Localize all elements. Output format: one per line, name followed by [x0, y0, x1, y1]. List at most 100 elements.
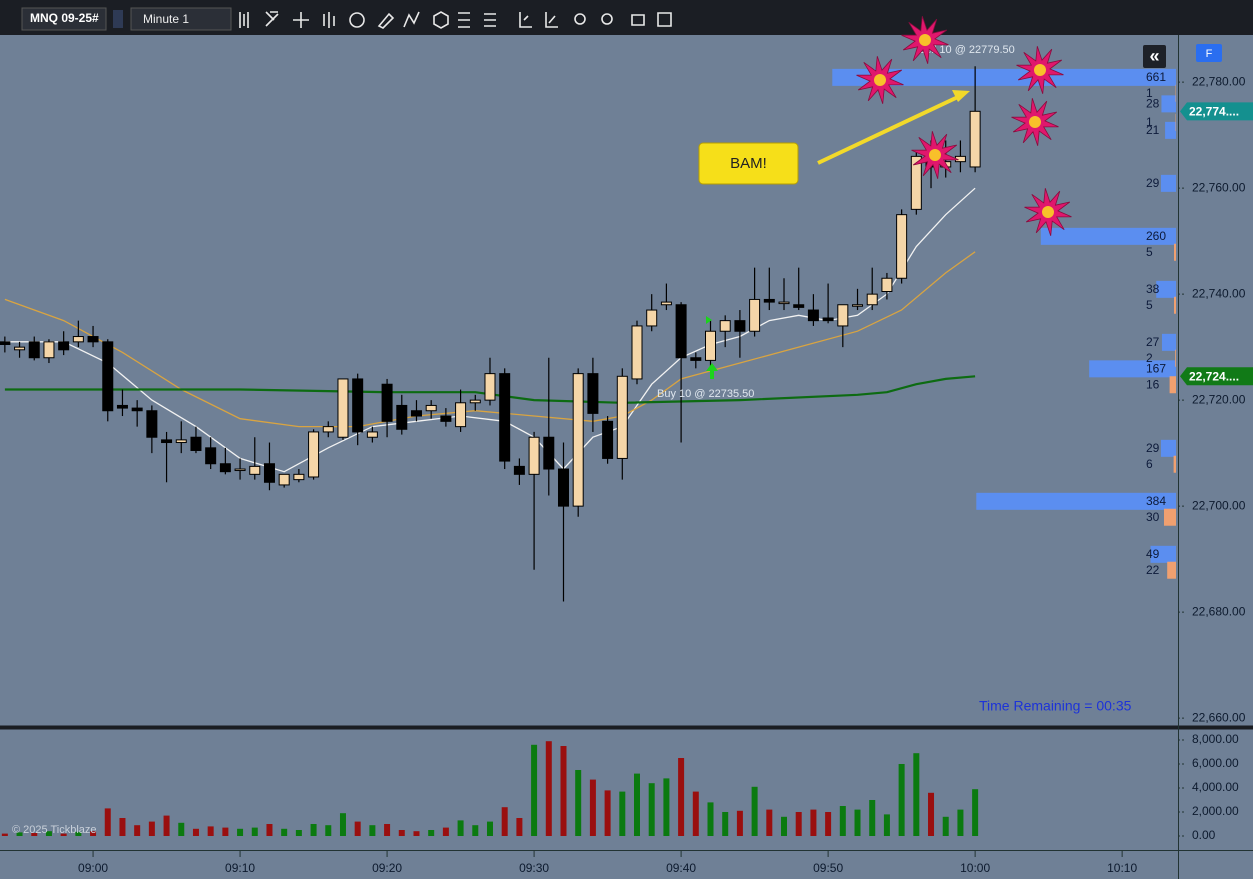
- candle-body: [0, 341, 11, 345]
- candle-body: [469, 399, 481, 404]
- candle-body: [322, 426, 334, 433]
- candle-body: [572, 373, 584, 507]
- y-tick-label: 22,680.00: [1192, 604, 1246, 618]
- depth-size-label: 1: [1146, 115, 1153, 129]
- icon-axis-2[interactable]: [545, 12, 558, 28]
- candle-body: [410, 410, 422, 417]
- icon-zoom-in[interactable]: [574, 13, 586, 25]
- y-tick-label: 22,760.00: [1192, 180, 1246, 194]
- volume-bar: [957, 809, 964, 836]
- volume-bar: [237, 828, 244, 836]
- volume-bar: [134, 825, 141, 836]
- x-tick-label: 09:40: [666, 861, 696, 875]
- feed-button[interactable]: [1196, 44, 1222, 62]
- depth-bar: [1160, 439, 1176, 457]
- volume-bar: [781, 816, 788, 836]
- icon-crosshair[interactable]: [293, 12, 309, 28]
- volume-bar: [442, 827, 449, 836]
- icon-list[interactable]: [458, 12, 470, 28]
- interval-box[interactable]: [130, 7, 232, 31]
- callout-box: [698, 142, 799, 185]
- volume-bar: [619, 791, 626, 836]
- icon-indicators[interactable]: [484, 13, 496, 27]
- volume-bar: [45, 831, 52, 836]
- volume-bar: [354, 821, 361, 836]
- candle-body: [87, 336, 99, 343]
- volume-bar: [295, 829, 302, 836]
- depth-size-label: 16: [1146, 377, 1160, 391]
- icon-bars[interactable]: [239, 12, 249, 28]
- icon-draw[interactable]: [265, 11, 279, 27]
- candle-body: [381, 383, 393, 422]
- icon-line[interactable]: [403, 11, 420, 28]
- collapse-button[interactable]: [1143, 45, 1166, 68]
- volume-bar: [75, 831, 82, 836]
- volume-bar: [207, 826, 214, 836]
- volume-bar: [766, 809, 773, 836]
- candle-body: [675, 304, 687, 359]
- candle-body: [734, 320, 746, 332]
- icon-volume[interactable]: [323, 12, 335, 28]
- candle-body: [161, 439, 173, 444]
- depth-size-label: 49: [1146, 547, 1160, 561]
- volume-bar: [648, 783, 655, 836]
- symbol-box[interactable]: [21, 7, 107, 31]
- x-tick-label: 09:50: [813, 861, 843, 875]
- depth-bar: [1161, 95, 1176, 113]
- volume-bar: [384, 823, 391, 836]
- depth-size-label: 30: [1146, 510, 1160, 524]
- candle-body: [660, 301, 672, 306]
- depth-bar: [1165, 121, 1176, 139]
- icon-pencil[interactable]: [377, 12, 395, 29]
- candle-body: [366, 431, 378, 438]
- candle-body: [396, 404, 408, 430]
- volume-bar: [398, 829, 405, 836]
- candle-body: [852, 304, 864, 307]
- depth-size-label: 2: [1146, 351, 1153, 365]
- depth-size-label: 260: [1146, 229, 1166, 243]
- icon-folder[interactable]: [631, 14, 645, 26]
- volume-bar: [60, 833, 67, 836]
- candle-body: [146, 410, 158, 438]
- price-badge: [1180, 367, 1253, 386]
- volume-bar: [501, 807, 508, 836]
- volume-bar: [869, 799, 876, 836]
- depth-bar: [1040, 227, 1176, 245]
- y-tick-label: 22,740.00: [1192, 286, 1246, 300]
- x-tick-label: 09:20: [372, 861, 402, 875]
- volume-bar: [589, 779, 596, 836]
- candle-body: [749, 298, 761, 332]
- candle-body: [705, 330, 717, 361]
- depth-bar: [1156, 280, 1176, 298]
- icon-save[interactable]: [657, 12, 672, 27]
- icon-clock[interactable]: [349, 12, 365, 28]
- volume-bar: [178, 822, 185, 836]
- callout-text: BAM!: [730, 155, 767, 172]
- symbol: MNQ 09-25#: [30, 11, 99, 25]
- volume-tick-label: 6,000.00: [1192, 756, 1239, 770]
- callout-arrow: [817, 94, 961, 165]
- timer: Time Remaining = 00:35: [979, 698, 1132, 714]
- icon-zoom-out[interactable]: [601, 13, 613, 25]
- x-tick-label: 09:30: [519, 861, 549, 875]
- candle-body: [308, 431, 320, 478]
- candle-body: [690, 357, 702, 361]
- volume-bar: [339, 813, 346, 836]
- volume-bar: [192, 828, 199, 836]
- axes: 22,660.00 22,680.00 22,700.00 22,720.00 22,7…: [78, 74, 1246, 875]
- depth-size-label: 27: [1146, 335, 1160, 349]
- icon-cube[interactable]: [433, 11, 449, 29]
- depth-bar: [1161, 333, 1176, 351]
- volume-bar: [913, 753, 920, 836]
- depth-bar: [1173, 455, 1176, 473]
- candle-body: [116, 404, 128, 409]
- depth-size-label: 1: [1146, 86, 1153, 100]
- candle-body: [807, 309, 819, 322]
- candle-body: [602, 420, 614, 459]
- icon-axis[interactable]: [519, 12, 532, 28]
- volume-bar: [854, 809, 861, 836]
- depth-bar: [1167, 561, 1176, 579]
- depth-size-label: 5: [1146, 245, 1153, 259]
- candle-body: [14, 346, 26, 351]
- volume-bar: [457, 820, 464, 836]
